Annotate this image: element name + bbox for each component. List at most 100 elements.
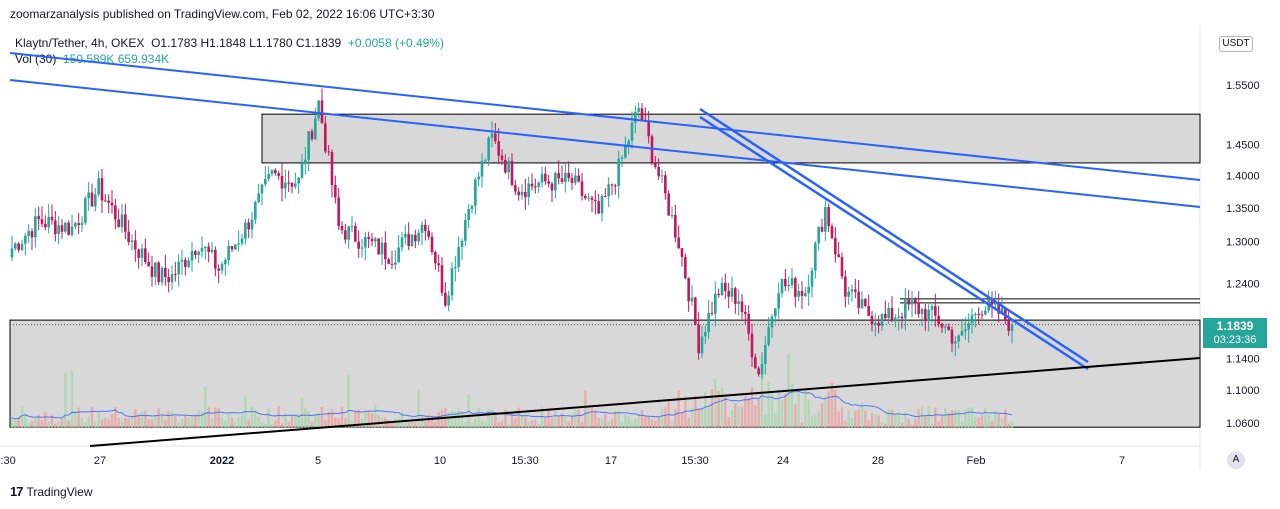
volume-bar: [464, 422, 467, 428]
volume-bar: [867, 420, 870, 428]
candle-body: [797, 291, 800, 297]
candle-body: [780, 279, 784, 294]
auto-scale-button[interactable]: A: [1227, 451, 1245, 469]
candle-body: [67, 222, 70, 235]
candle-body: [990, 299, 994, 305]
candle-body: [514, 184, 517, 192]
candle-body: [54, 220, 57, 234]
symbol-label[interactable]: Klaytn/Tether, 4h, OKEX: [15, 36, 145, 50]
volume-bar: [737, 406, 740, 428]
volume-bar: [960, 421, 964, 428]
volume-bar: [394, 419, 397, 428]
volume-bar: [224, 420, 227, 428]
price-axis[interactable]: 1.0600 1.1000 1.1400 1.2400 1.3000 1.3500 1.40…: [1226, 80, 1260, 430]
candle-body: [57, 225, 60, 234]
candle-body: [764, 344, 767, 364]
candle-body: [64, 222, 67, 232]
candle-body: [114, 205, 117, 220]
volume-bar: [70, 370, 74, 428]
candle-body: [930, 306, 934, 310]
volume-bar: [874, 414, 877, 428]
candle-body: [204, 246, 207, 248]
price-tick-label: 1.3500: [1226, 203, 1260, 215]
volume-bar: [814, 414, 817, 428]
candle-body: [437, 263, 440, 266]
volume-bar: [327, 411, 330, 428]
support-zone: [9, 319, 1201, 428]
volume-bar: [844, 420, 847, 428]
candle-body: [427, 230, 430, 237]
candle-body: [34, 216, 37, 238]
volume-bar: [457, 408, 460, 428]
candle-body: [957, 335, 960, 342]
volume-bar: [934, 407, 937, 428]
candle-body: [354, 225, 357, 242]
volume-bar: [227, 413, 230, 428]
candle-body: [507, 160, 510, 173]
candle-body: [950, 329, 954, 344]
volume-bar: [324, 419, 327, 428]
volume-bar: [847, 410, 850, 428]
volume-bar: [314, 414, 317, 428]
volume-bar: [97, 411, 100, 428]
volume-bar: [594, 410, 597, 428]
candle-body: [694, 297, 697, 325]
volume-bar: [730, 409, 734, 428]
candle-body: [494, 133, 497, 142]
currency-label[interactable]: USDT: [1219, 36, 1253, 52]
candle-body: [857, 291, 860, 308]
candle-body: [897, 316, 900, 318]
volume-bar: [274, 420, 277, 428]
volume-bar: [307, 411, 310, 428]
volume-bar: [830, 382, 834, 428]
volume-bar: [1007, 423, 1010, 428]
volume-bar: [914, 419, 917, 428]
volume-bar: [427, 414, 430, 428]
bar-countdown: 03:23:36: [1213, 334, 1257, 346]
candle-body: [864, 299, 867, 306]
candle-body: [627, 140, 630, 146]
candle-body: [90, 192, 94, 207]
candle-body: [917, 302, 920, 314]
candle-body: [374, 238, 377, 242]
volume-bar: [404, 422, 407, 428]
candle-body: [314, 118, 317, 140]
candle-body: [300, 162, 304, 178]
volume-bar: [767, 381, 770, 428]
volume-bar: [297, 413, 300, 428]
candle-body: [760, 363, 764, 375]
time-axis[interactable]: 5:30 27 2022 5 10 15:30 17 15:30 24 28 Feb 7: [0, 455, 1125, 467]
candle-body: [220, 264, 224, 271]
candle-body: [997, 302, 1000, 314]
volume-bar: [174, 415, 177, 428]
volume-bar: [90, 406, 94, 428]
volume-bar: [1004, 408, 1007, 428]
candle-body: [484, 160, 487, 162]
candle-body: [210, 249, 214, 252]
volume-bar: [304, 408, 307, 428]
candle-body: [144, 248, 147, 263]
volume-bar: [117, 417, 120, 428]
candle-body: [430, 236, 434, 253]
candle-body: [570, 177, 574, 183]
volume-bar: [127, 418, 130, 428]
candle-body: [727, 290, 730, 297]
volume-bar: [184, 415, 187, 428]
candle-body: [237, 243, 240, 245]
candle-body: [934, 306, 937, 316]
volume-bar: [340, 406, 344, 428]
candle-body: [954, 341, 957, 344]
volume-bar: [320, 406, 324, 428]
volume-bar: [744, 395, 747, 428]
volume-bar: [450, 410, 454, 428]
candle-body: [890, 307, 894, 322]
volume-bar: [940, 414, 944, 428]
channel-trendline-lower: [699, 115, 1089, 371]
candle-body: [850, 289, 854, 292]
volume-bar: [564, 416, 567, 428]
candle-body: [974, 313, 977, 316]
candle-body: [270, 170, 274, 174]
candle-body: [70, 226, 74, 235]
volume-bar: [890, 409, 894, 428]
